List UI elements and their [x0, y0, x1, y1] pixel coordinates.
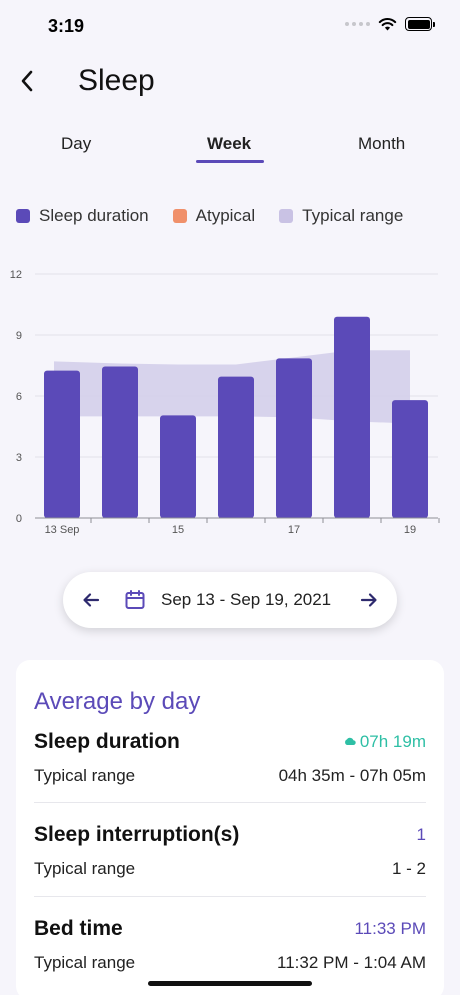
range-value: 1 - 2	[391, 859, 426, 878]
x-tick-label: 17	[288, 524, 300, 536]
tab-month[interactable]: Month	[358, 134, 406, 153]
active-tab-indicator	[196, 160, 264, 163]
metric-name: Sleep duration	[34, 730, 180, 753]
legend-item-atypical: Atypical	[172, 206, 256, 226]
bar-19	[392, 400, 428, 518]
battery-icon	[405, 17, 435, 31]
back-button[interactable]	[12, 66, 42, 96]
bar-13-sep	[44, 370, 80, 518]
range-label: Typical range	[34, 766, 136, 785]
bar-17	[276, 358, 312, 518]
y-tick-label: 9	[16, 330, 22, 342]
date-range-label: Sep 13 - Sep 19, 2021	[161, 590, 332, 609]
signal-icon	[345, 22, 370, 26]
y-tick-label: 3	[16, 452, 22, 464]
range-value: 04h 35m - 07h 05m	[278, 766, 426, 785]
calendar-icon	[125, 590, 145, 609]
arrow-right-icon	[360, 593, 377, 607]
legend-label: Atypical	[195, 206, 256, 225]
chart-legend: Sleep duration Atypical Typical range	[16, 206, 403, 226]
tab-day[interactable]: Day	[61, 134, 92, 153]
chevron-left-icon	[21, 70, 33, 92]
legend-swatch	[16, 209, 30, 223]
legend-swatch	[279, 209, 294, 223]
status-bar: 3:19	[0, 0, 460, 50]
x-tick-label: 15	[172, 524, 184, 536]
bar-15	[160, 415, 196, 518]
metric-value-text: 07h 19m	[359, 732, 426, 751]
legend-item-sleep-duration: Sleep duration	[16, 206, 149, 226]
legend-item-typical-range: Typical range	[279, 206, 403, 226]
divider	[34, 896, 426, 897]
next-week-button[interactable]	[355, 586, 383, 614]
wifi-icon	[378, 18, 397, 31]
y-tick-label: 0	[16, 513, 22, 525]
status-icons	[345, 17, 435, 31]
metric-value: 07h 19m	[344, 732, 426, 752]
metric-name: Bed time	[34, 917, 123, 940]
previous-week-button[interactable]	[77, 586, 105, 614]
y-tick-label: 6	[16, 391, 22, 403]
y-tick-label: 12	[10, 269, 22, 281]
x-tick-label: 19	[404, 524, 416, 536]
arrow-left-icon	[83, 593, 100, 607]
sleep-chart: 0 3 6 9 12 13 Sep 15 17 19	[10, 269, 440, 536]
bar-14	[102, 366, 138, 518]
page-title: Sleep	[78, 64, 155, 97]
metric-value: 1	[416, 825, 426, 844]
header: Sleep	[0, 60, 460, 104]
legend-label: Typical range	[302, 206, 404, 225]
x-tick-label: 13 Sep	[45, 524, 80, 536]
range-value: 11:32 PM - 1:04 AM	[277, 953, 426, 972]
period-tabs: Day Week Month	[0, 130, 460, 170]
average-by-day-card: Average by day Sleep duration 07h 19m Ty…	[16, 660, 444, 995]
home-indicator	[148, 981, 312, 986]
bar-18	[334, 316, 370, 518]
cloud-up-icon	[344, 737, 356, 746]
metric-name: Sleep interruption(s)	[34, 823, 240, 846]
range-label: Typical range	[34, 859, 136, 878]
range-label: Typical range	[34, 953, 136, 972]
tab-week[interactable]: Week	[207, 134, 252, 153]
legend-swatch	[172, 209, 187, 223]
divider	[34, 802, 426, 803]
bar-16	[218, 376, 254, 518]
metric-value: 11:33 PM	[354, 919, 426, 938]
status-time: 3:19	[48, 16, 85, 36]
card-title: Average by day	[34, 688, 201, 715]
date-range-selector: Sep 13 - Sep 19, 2021	[63, 572, 397, 628]
legend-label: Sleep duration	[39, 206, 149, 225]
